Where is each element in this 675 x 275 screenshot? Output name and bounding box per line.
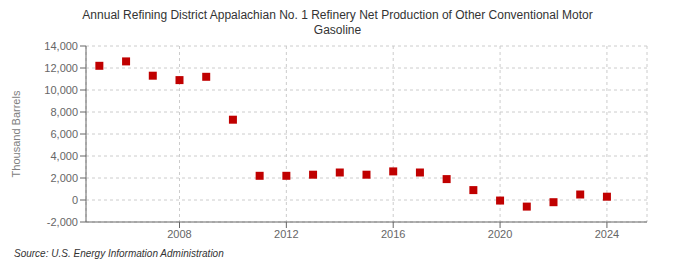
svg-text:2020: 2020 <box>488 228 512 240</box>
svg-text:2016: 2016 <box>381 228 405 240</box>
html-text:Annual Refining District Appal: Annual Refining District Appalachian No.… <box>82 8 593 22</box>
svg-text:6,000: 6,000 <box>50 128 78 140</box>
svg-text:2,000: 2,000 <box>50 172 78 184</box>
svg-text:2024: 2024 <box>595 228 619 240</box>
svg-text:2008: 2008 <box>167 228 191 240</box>
html-text:Gasoline: Gasoline <box>313 23 362 37</box>
svg-text:2012: 2012 <box>274 228 298 240</box>
html-text:Source: U.S. Energy Informatio: Source: U.S. Energy Information Administ… <box>14 248 224 259</box>
svg-text:-2,000: -2,000 <box>47 216 78 228</box>
svg-text:0: 0 <box>72 194 78 206</box>
svg-text:10,000: 10,000 <box>44 84 78 96</box>
svg-text:4,000: 4,000 <box>50 150 78 162</box>
svg-text:8,000: 8,000 <box>50 106 78 118</box>
svg-text:12,000: 12,000 <box>44 62 78 74</box>
svg-text:14,000: 14,000 <box>44 40 78 52</box>
svg-text:Thousand Barrels: Thousand Barrels <box>10 90 22 177</box>
